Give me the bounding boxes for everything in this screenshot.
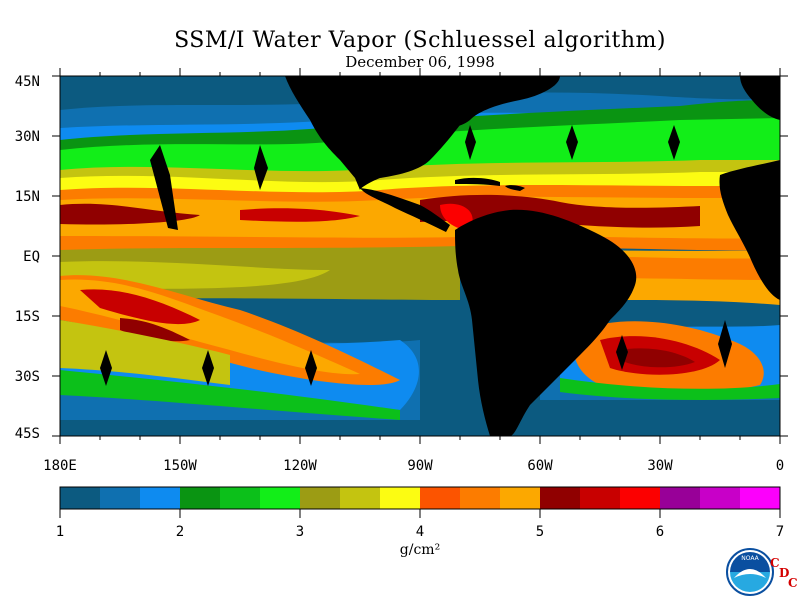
north-america bbox=[285, 76, 464, 190]
colorbar bbox=[59, 486, 781, 518]
lon-label-30w: 30W bbox=[647, 458, 673, 474]
axis-ticks bbox=[52, 68, 788, 444]
noaa-logo: NOAA bbox=[726, 548, 774, 596]
lat-label-15n: 15N bbox=[14, 189, 40, 205]
south-america bbox=[455, 209, 637, 436]
colorbar-tick-5: 5 bbox=[535, 524, 545, 540]
colorbar-swatch bbox=[660, 487, 701, 509]
lon-label-90w: 90W bbox=[407, 458, 433, 474]
cdc-letter-1: C bbox=[770, 556, 780, 570]
lat-label-30n: 30N bbox=[14, 129, 40, 145]
colorbar-swatch bbox=[700, 487, 741, 509]
colorbar-swatch bbox=[60, 487, 101, 509]
colorbar-swatch bbox=[100, 487, 141, 509]
colorbar-swatch bbox=[460, 487, 501, 509]
colorbar-swatch bbox=[180, 487, 221, 509]
colorbar-tick-7: 7 bbox=[775, 524, 785, 540]
lat-label-45s: 45S bbox=[14, 426, 40, 442]
map-date: December 06, 1998 bbox=[345, 53, 495, 71]
noaa-logo-text: NOAA bbox=[741, 555, 759, 562]
colorbar-units: g/cm² bbox=[399, 542, 441, 558]
map-title: SSM/I Water Vapor (Schluessel algorithm) bbox=[174, 28, 666, 53]
cdc-letter-2: D bbox=[779, 566, 790, 580]
africa bbox=[719, 160, 780, 300]
lon-label-150w: 150W bbox=[163, 458, 197, 474]
colorbar-tick-3: 3 bbox=[295, 524, 305, 540]
colorbar-swatch bbox=[380, 487, 421, 509]
colorbar-swatch bbox=[300, 487, 341, 509]
lat-label-45n: 45N bbox=[14, 74, 40, 90]
colorbar-tick-1: 1 bbox=[55, 524, 65, 540]
lat-label-30s: 30S bbox=[14, 369, 40, 385]
lon-label-180e: 180E bbox=[43, 458, 77, 474]
colorbar-swatch bbox=[260, 487, 301, 509]
lat-label-15s: 15S bbox=[14, 309, 40, 325]
colorbar-swatch bbox=[620, 487, 661, 509]
map-field bbox=[60, 76, 780, 436]
lon-label-60w: 60W bbox=[527, 458, 553, 474]
colorbar-swatch bbox=[500, 487, 541, 509]
colorbar-tick-4: 4 bbox=[415, 524, 425, 540]
lat-label-eq: EQ bbox=[23, 249, 40, 265]
colorbar-swatch bbox=[220, 487, 261, 509]
colorbar-swatch bbox=[140, 487, 181, 509]
lon-label-0: 0 bbox=[775, 458, 785, 474]
colorbar-swatch bbox=[740, 487, 781, 509]
colorbar-swatch bbox=[580, 487, 621, 509]
colorbar-tick-6: 6 bbox=[655, 524, 665, 540]
colorbar-swatch bbox=[540, 487, 581, 509]
colorbar-swatch bbox=[340, 487, 381, 509]
cdc-letter-3: C bbox=[788, 576, 798, 590]
lon-label-120w: 120W bbox=[283, 458, 317, 474]
colorbar-swatch bbox=[420, 487, 461, 509]
colorbar-tick-2: 2 bbox=[175, 524, 185, 540]
